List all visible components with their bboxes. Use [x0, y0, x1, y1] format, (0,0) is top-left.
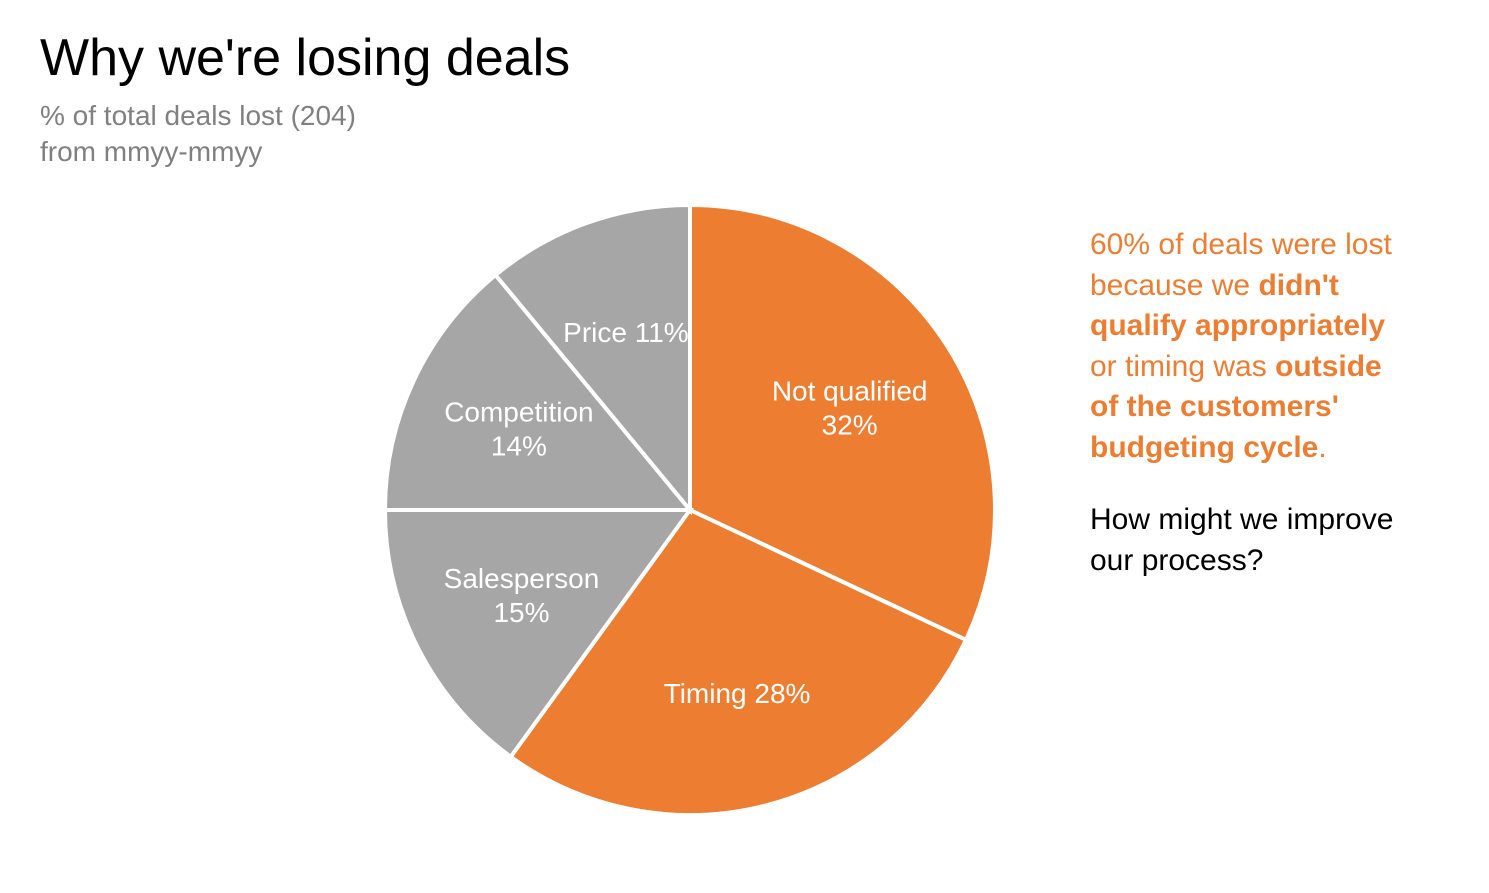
pie-slice-label: Price 11% — [563, 317, 689, 348]
subtitle-line-1: % of total deals lost (204) — [40, 100, 356, 131]
callout-text: 60% of deals were lost because we didn't… — [1090, 225, 1410, 468]
chart-subtitle: % of total deals lost (204) from mmyy-mm… — [40, 98, 356, 171]
subtitle-line-2: from mmyy-mmyy — [40, 136, 262, 167]
question-text: How might we improve our process? — [1090, 500, 1410, 581]
chart-title: Why we're losing deals — [40, 28, 570, 88]
right-panel: 60% of deals were lost because we didn't… — [1090, 225, 1410, 581]
pie-chart-svg: Not qualified32%Timing 28%Salesperson15%… — [370, 190, 1010, 830]
pie-slice-label: Timing 28% — [664, 678, 811, 709]
pie-chart: Not qualified32%Timing 28%Salesperson15%… — [370, 190, 1010, 830]
